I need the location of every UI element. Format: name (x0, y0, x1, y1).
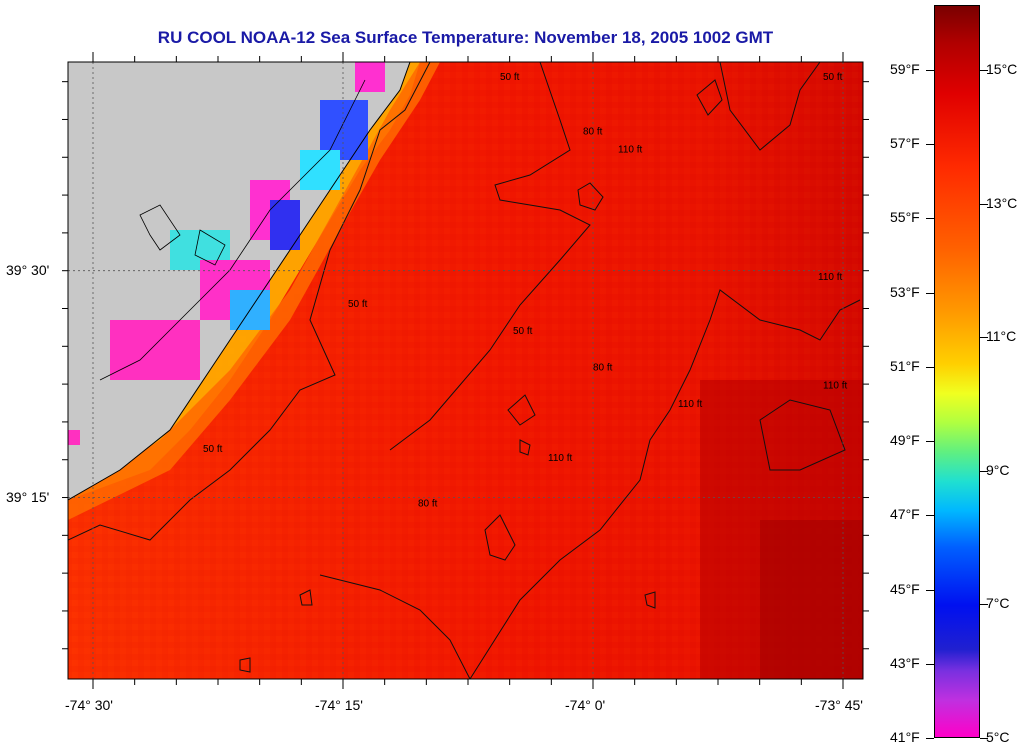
contour-label: 110 ft (818, 272, 842, 283)
contour-label: 50 ft (513, 326, 533, 337)
contour-label: 110 ft (853, 54, 877, 65)
longitude-label: -74° 15' (315, 697, 363, 713)
bathymetry-contours (68, 62, 861, 679)
fahrenheit-label: 47°F (890, 506, 920, 523)
longitude-label: -73° 45' (815, 697, 863, 713)
contour-label: 110 ft (823, 381, 847, 392)
celsius-label: 7°C (986, 595, 1010, 612)
contour-label: 80 ft (583, 127, 603, 138)
longitude-label: -74° 0' (565, 697, 606, 713)
fahrenheit-label: 53°F (890, 283, 920, 300)
longitude-label: -74° 30' (65, 697, 113, 713)
contour-label: 50 ft (203, 444, 223, 455)
latitude-label: 39° 30' (6, 261, 50, 278)
fahrenheit-label: 49°F (890, 432, 920, 449)
contour-label: 50 ft (348, 299, 368, 310)
contour-label: 80 ft (418, 499, 438, 510)
fahrenheit-label: 41°F (890, 729, 920, 745)
contour-label: 50 ft (823, 72, 843, 83)
celsius-label: 13°C (986, 194, 1018, 211)
celsius-label: 15°C (986, 61, 1018, 77)
contour-label: 80 ft (593, 363, 613, 374)
contour-label: 110 ft (618, 145, 642, 156)
celsius-label: 11°C (986, 328, 1017, 345)
fahrenheit-label: 57°F (890, 135, 920, 152)
fahrenheit-label: 43°F (890, 654, 920, 671)
celsius-label: 5°C (986, 729, 1010, 745)
latitude-label: 39° 15' (6, 488, 50, 505)
contour-label: 50 ft (500, 72, 520, 83)
axis-ticks (62, 52, 869, 689)
map-frame (67, 61, 864, 680)
contour-label: 110 ft (548, 453, 572, 464)
temperature-colorbar (934, 5, 980, 738)
fahrenheit-label: 59°F (890, 61, 920, 77)
fahrenheit-label: 55°F (890, 209, 920, 226)
offshore-warm-band (700, 380, 863, 679)
map-title: RU COOL NOAA-12 Sea Surface Temperature:… (157, 28, 774, 47)
fahrenheit-label: 51°F (890, 357, 920, 374)
contour-label-layer: 50 ft 50 ft 50 ft 50 ft 50 ft 80 ft 80 ft 80 ft… (203, 54, 877, 510)
celsius-label: 9°C (986, 461, 1010, 478)
fahrenheit-label: 45°F (890, 580, 920, 597)
coastline (68, 62, 411, 501)
contour-label: 110 ft (678, 399, 702, 410)
